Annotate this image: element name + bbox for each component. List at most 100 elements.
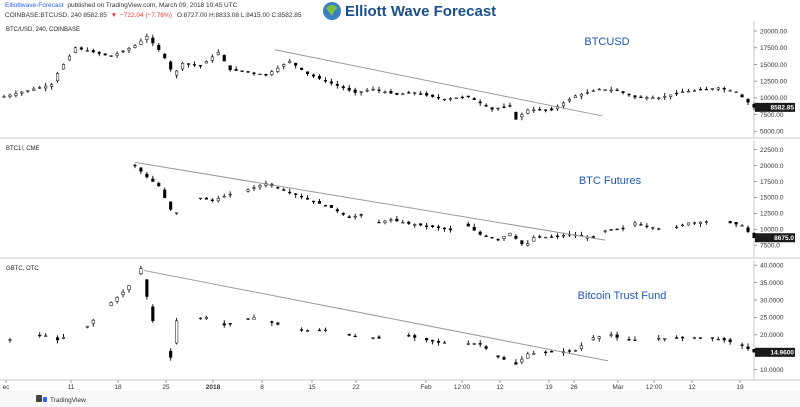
candle-body: [222, 323, 226, 326]
published-text: published on TradingView.com, March 09, …: [67, 2, 237, 9]
candle-body: [151, 178, 155, 182]
candle-body: [329, 81, 333, 84]
trendline[interactable]: [143, 269, 609, 362]
candle-body: [44, 85, 48, 89]
candle-body: [216, 52, 220, 55]
y-tick-label: 30.0000: [760, 297, 784, 304]
candle-body: [752, 104, 756, 108]
pane-2: BTC1!, CME 22500.0 20000.0 17500.0 15000.0 12…: [0, 140, 800, 259]
candle-body: [621, 227, 625, 230]
trendline[interactable]: [274, 49, 603, 117]
candle-body: [740, 94, 744, 98]
candle-body: [347, 216, 351, 219]
x-tick-label: 19: [736, 384, 744, 391]
candle-body: [240, 70, 244, 72]
candle-body: [686, 222, 691, 226]
candle-body: [686, 90, 691, 93]
candle-body: [692, 90, 697, 92]
candle-body: [204, 317, 208, 319]
candle-body: [14, 93, 18, 96]
candle-body: [276, 187, 280, 189]
candle-body: [752, 348, 756, 353]
candle-body: [609, 229, 613, 231]
candle-body: [579, 345, 583, 349]
tradingview-footer[interactable]: TradingView: [0, 391, 800, 407]
candle-body: [204, 197, 208, 200]
candle-body: [407, 221, 411, 224]
candle-body: [246, 189, 250, 192]
candle-body: [210, 199, 214, 201]
candle-body: [496, 107, 500, 110]
candle-body: [436, 341, 441, 343]
candle-body: [532, 109, 536, 111]
candle-body: [538, 236, 542, 238]
publisher-link[interactable]: Elliottwave-Forecast: [5, 2, 64, 9]
candle-body: [228, 65, 232, 71]
symbol-info: COINBASE:BTCUSD, 240 8582.85: [5, 12, 107, 19]
ohlc-values: O:8727.00 H:8833.08 L:8415.00 C:8582.85: [177, 12, 302, 19]
candle-body: [151, 37, 155, 44]
candle-body: [681, 91, 685, 93]
candle-body: [306, 71, 310, 75]
candle-body: [710, 88, 714, 90]
candle-body: [472, 343, 476, 345]
candle-body: [496, 355, 500, 358]
y-tick-label: 10.0000: [760, 367, 784, 374]
candle-body: [175, 320, 179, 344]
candle-body: [746, 98, 750, 103]
x-tick-label: 8: [260, 384, 264, 391]
candle-body: [734, 91, 738, 93]
candle-body: [728, 339, 732, 342]
candle-body: [460, 96, 464, 99]
candle-body: [38, 334, 42, 337]
candle-body: [681, 224, 685, 227]
candle-body: [550, 236, 554, 238]
candle-body: [365, 90, 369, 92]
last-price-tag: [755, 102, 795, 112]
candle-body: [323, 80, 327, 82]
candle-body: [323, 205, 327, 207]
candle-body: [520, 358, 524, 363]
candle-body: [633, 339, 637, 342]
candle-body: [508, 105, 512, 107]
candle-body: [288, 60, 292, 63]
x-tick-label: 12: [688, 384, 696, 391]
candle-body: [484, 105, 488, 107]
candle-body: [710, 337, 714, 339]
candle-body: [722, 338, 726, 341]
candle-body: [288, 191, 292, 194]
candle-body: [544, 236, 548, 239]
candle-body: [663, 338, 667, 340]
candle-body: [371, 88, 375, 91]
x-tick-label: 18: [114, 384, 122, 391]
candle-body: [413, 224, 417, 226]
candle-body: [442, 98, 447, 101]
candle-body: [198, 317, 202, 320]
candle-body: [591, 90, 595, 92]
candle-body: [484, 346, 488, 349]
candle-body: [353, 215, 357, 218]
down-arrow-icon: ▼: [111, 12, 117, 19]
candle-body: [139, 268, 143, 274]
candle-body: [300, 67, 304, 70]
candle-body: [246, 318, 250, 320]
candle-body: [442, 227, 447, 230]
candle-body: [609, 89, 613, 92]
y-tick-label: 35.0000: [760, 280, 784, 287]
candle-body: [544, 351, 548, 354]
last-price-label: 8582.85: [771, 105, 795, 112]
candle-body: [56, 73, 60, 82]
candle-body: [115, 53, 119, 56]
candle-body: [478, 231, 482, 235]
candle-body: [282, 64, 286, 67]
candle-body: [317, 75, 322, 79]
candle-body: [252, 317, 256, 320]
candle-body: [466, 343, 470, 345]
trendline[interactable]: [134, 161, 606, 241]
candle-body: [752, 232, 756, 238]
candle-body: [50, 84, 54, 87]
candle-body: [335, 209, 339, 212]
candle-body: [478, 101, 482, 104]
candle-body: [436, 226, 441, 229]
candle-body: [157, 183, 161, 187]
